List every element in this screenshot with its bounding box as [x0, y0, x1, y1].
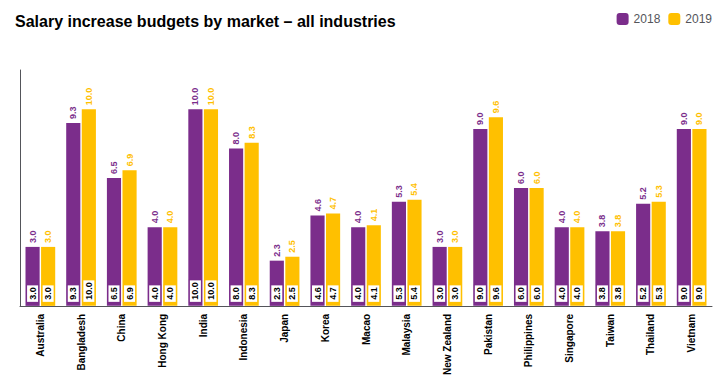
svg-text:3.8: 3.8: [597, 287, 607, 300]
svg-text:10.0: 10.0: [84, 282, 94, 300]
svg-text:10.0: 10.0: [190, 282, 200, 300]
svg-text:10.0: 10.0: [206, 88, 216, 106]
svg-text:6.0: 6.0: [532, 287, 542, 300]
svg-text:8.0: 8.0: [231, 287, 241, 300]
svg-text:Thailand: Thailand: [645, 314, 656, 355]
svg-text:5.3: 5.3: [654, 185, 664, 198]
svg-text:3.0: 3.0: [450, 230, 460, 243]
svg-text:India: India: [198, 313, 209, 337]
svg-text:2019: 2019: [685, 12, 712, 26]
svg-text:4.6: 4.6: [313, 199, 323, 212]
svg-text:3.8: 3.8: [613, 287, 623, 300]
svg-text:4.0: 4.0: [353, 287, 363, 300]
svg-text:4.1: 4.1: [369, 287, 379, 300]
svg-text:3.0: 3.0: [435, 230, 445, 243]
svg-text:4.0: 4.0: [150, 211, 160, 224]
svg-text:3.0: 3.0: [435, 287, 445, 300]
svg-text:Pakistan: Pakistan: [483, 314, 494, 355]
svg-text:2.3: 2.3: [272, 287, 282, 300]
svg-text:3.8: 3.8: [613, 215, 623, 228]
svg-text:3.0: 3.0: [28, 287, 38, 300]
svg-text:6.9: 6.9: [125, 154, 135, 167]
svg-text:8.3: 8.3: [247, 287, 257, 300]
svg-text:4.0: 4.0: [165, 287, 175, 300]
svg-text:2018: 2018: [634, 12, 661, 26]
svg-text:3.0: 3.0: [450, 287, 460, 300]
svg-text:9.0: 9.0: [694, 112, 704, 125]
svg-text:4.6: 4.6: [313, 287, 323, 300]
svg-text:10.0: 10.0: [190, 88, 200, 106]
svg-text:4.0: 4.0: [165, 211, 175, 224]
svg-text:Macao: Macao: [361, 314, 372, 345]
svg-text:5.3: 5.3: [394, 185, 404, 198]
svg-text:9.3: 9.3: [68, 287, 78, 300]
svg-text:9.0: 9.0: [694, 287, 704, 300]
svg-text:Vietnam: Vietnam: [686, 314, 697, 353]
svg-text:Australia: Australia: [35, 313, 46, 356]
svg-text:Korea: Korea: [320, 313, 331, 342]
svg-text:Singapore: Singapore: [564, 313, 575, 362]
svg-text:5.4: 5.4: [409, 287, 419, 300]
svg-text:9.0: 9.0: [679, 287, 689, 300]
svg-text:Bangladesh: Bangladesh: [76, 314, 87, 371]
svg-text:9.0: 9.0: [475, 112, 485, 125]
svg-text:Malaysia: Malaysia: [401, 313, 412, 355]
svg-text:4.0: 4.0: [353, 211, 363, 224]
svg-text:3.8: 3.8: [597, 215, 607, 228]
svg-text:8.0: 8.0: [231, 132, 241, 145]
svg-text:China: China: [116, 313, 127, 341]
svg-text:4.1: 4.1: [369, 209, 379, 222]
svg-text:2.5: 2.5: [287, 287, 297, 300]
svg-text:4.7: 4.7: [328, 197, 338, 210]
svg-text:4.0: 4.0: [572, 211, 582, 224]
svg-text:3.0: 3.0: [43, 230, 53, 243]
svg-text:6.0: 6.0: [532, 171, 542, 184]
svg-text:Philippines: Philippines: [523, 313, 534, 367]
svg-text:10.0: 10.0: [84, 88, 94, 106]
svg-text:3.0: 3.0: [28, 230, 38, 243]
svg-text:Taiwan: Taiwan: [605, 314, 616, 347]
svg-text:5.2: 5.2: [638, 187, 648, 200]
svg-text:4.0: 4.0: [557, 211, 567, 224]
svg-text:4.0: 4.0: [572, 287, 582, 300]
svg-text:9.6: 9.6: [491, 287, 501, 300]
svg-text:6.9: 6.9: [125, 287, 135, 300]
svg-text:5.3: 5.3: [394, 287, 404, 300]
svg-text:2.3: 2.3: [272, 244, 282, 257]
svg-text:9.3: 9.3: [68, 107, 78, 120]
svg-text:4.0: 4.0: [150, 287, 160, 300]
svg-text:6.0: 6.0: [516, 287, 526, 300]
svg-text:4.7: 4.7: [328, 287, 338, 300]
svg-text:New Zealand: New Zealand: [442, 314, 453, 375]
svg-text:5.3: 5.3: [654, 287, 664, 300]
svg-text:5.2: 5.2: [638, 287, 648, 300]
svg-text:9.6: 9.6: [491, 101, 501, 114]
svg-text:9.0: 9.0: [475, 287, 485, 300]
svg-text:Japan: Japan: [279, 314, 290, 343]
svg-text:9.0: 9.0: [679, 112, 689, 125]
svg-text:Indonesia: Indonesia: [238, 313, 249, 360]
svg-text:6.0: 6.0: [516, 171, 526, 184]
svg-text:6.5: 6.5: [109, 162, 119, 175]
svg-text:Hong Kong: Hong Kong: [157, 314, 168, 368]
svg-text:Salary increase budgets by mar: Salary increase budgets by market – all …: [15, 13, 396, 30]
svg-text:10.0: 10.0: [206, 282, 216, 300]
svg-text:6.5: 6.5: [109, 287, 119, 300]
svg-text:2.5: 2.5: [287, 240, 297, 253]
svg-text:5.4: 5.4: [409, 183, 419, 196]
svg-text:3.0: 3.0: [43, 287, 53, 300]
svg-text:4.0: 4.0: [557, 287, 567, 300]
svg-text:8.3: 8.3: [247, 126, 257, 139]
